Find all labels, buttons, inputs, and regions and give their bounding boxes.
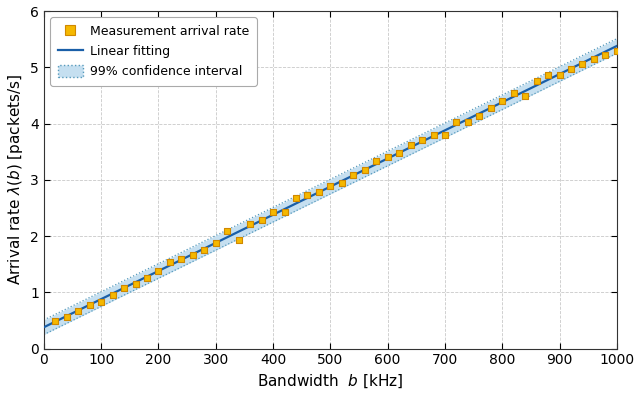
Point bbox=[188, 252, 198, 258]
Point bbox=[199, 247, 209, 253]
Point bbox=[108, 292, 118, 299]
Point bbox=[257, 217, 267, 223]
Point bbox=[394, 150, 404, 156]
Legend: Measurement arrival rate, Linear fitting, 99% confidence interval: Measurement arrival rate, Linear fitting… bbox=[50, 17, 257, 86]
Point bbox=[497, 97, 508, 104]
Point bbox=[348, 172, 358, 178]
Point bbox=[612, 48, 622, 54]
Point bbox=[131, 281, 141, 287]
Point bbox=[543, 72, 553, 78]
Point bbox=[96, 299, 106, 305]
Point bbox=[589, 56, 599, 62]
Point bbox=[119, 285, 129, 291]
Point bbox=[532, 78, 542, 84]
Point bbox=[234, 237, 244, 244]
Point bbox=[577, 61, 588, 68]
Point bbox=[325, 183, 335, 189]
Point bbox=[61, 314, 72, 320]
Point bbox=[474, 113, 484, 120]
Point bbox=[600, 52, 611, 59]
Point bbox=[268, 209, 278, 215]
X-axis label: Bandwidth  $b$ [kHz]: Bandwidth $b$ [kHz] bbox=[257, 373, 404, 390]
Point bbox=[211, 240, 221, 246]
Point bbox=[84, 301, 95, 308]
Point bbox=[222, 228, 232, 234]
Point bbox=[509, 89, 519, 96]
Point bbox=[428, 132, 438, 139]
Point bbox=[566, 66, 576, 72]
Point bbox=[417, 137, 427, 143]
Point bbox=[176, 256, 186, 262]
Point bbox=[314, 189, 324, 196]
Point bbox=[142, 275, 152, 282]
Point bbox=[291, 194, 301, 201]
Point bbox=[302, 192, 312, 198]
Point bbox=[486, 105, 496, 111]
Point bbox=[554, 72, 564, 78]
Point bbox=[463, 119, 473, 126]
Point bbox=[520, 93, 531, 99]
Point bbox=[164, 259, 175, 265]
Point bbox=[154, 268, 164, 274]
Point bbox=[280, 209, 290, 215]
Point bbox=[73, 308, 83, 314]
Point bbox=[406, 142, 416, 148]
Point bbox=[451, 119, 461, 125]
Point bbox=[360, 167, 370, 173]
Point bbox=[50, 318, 60, 324]
Point bbox=[440, 131, 450, 138]
Point bbox=[371, 158, 381, 165]
Y-axis label: Arrival rate $\lambda(b)$ [packets/s]: Arrival rate $\lambda(b)$ [packets/s] bbox=[6, 74, 24, 286]
Point bbox=[337, 180, 347, 186]
Point bbox=[245, 221, 255, 228]
Point bbox=[383, 154, 393, 161]
